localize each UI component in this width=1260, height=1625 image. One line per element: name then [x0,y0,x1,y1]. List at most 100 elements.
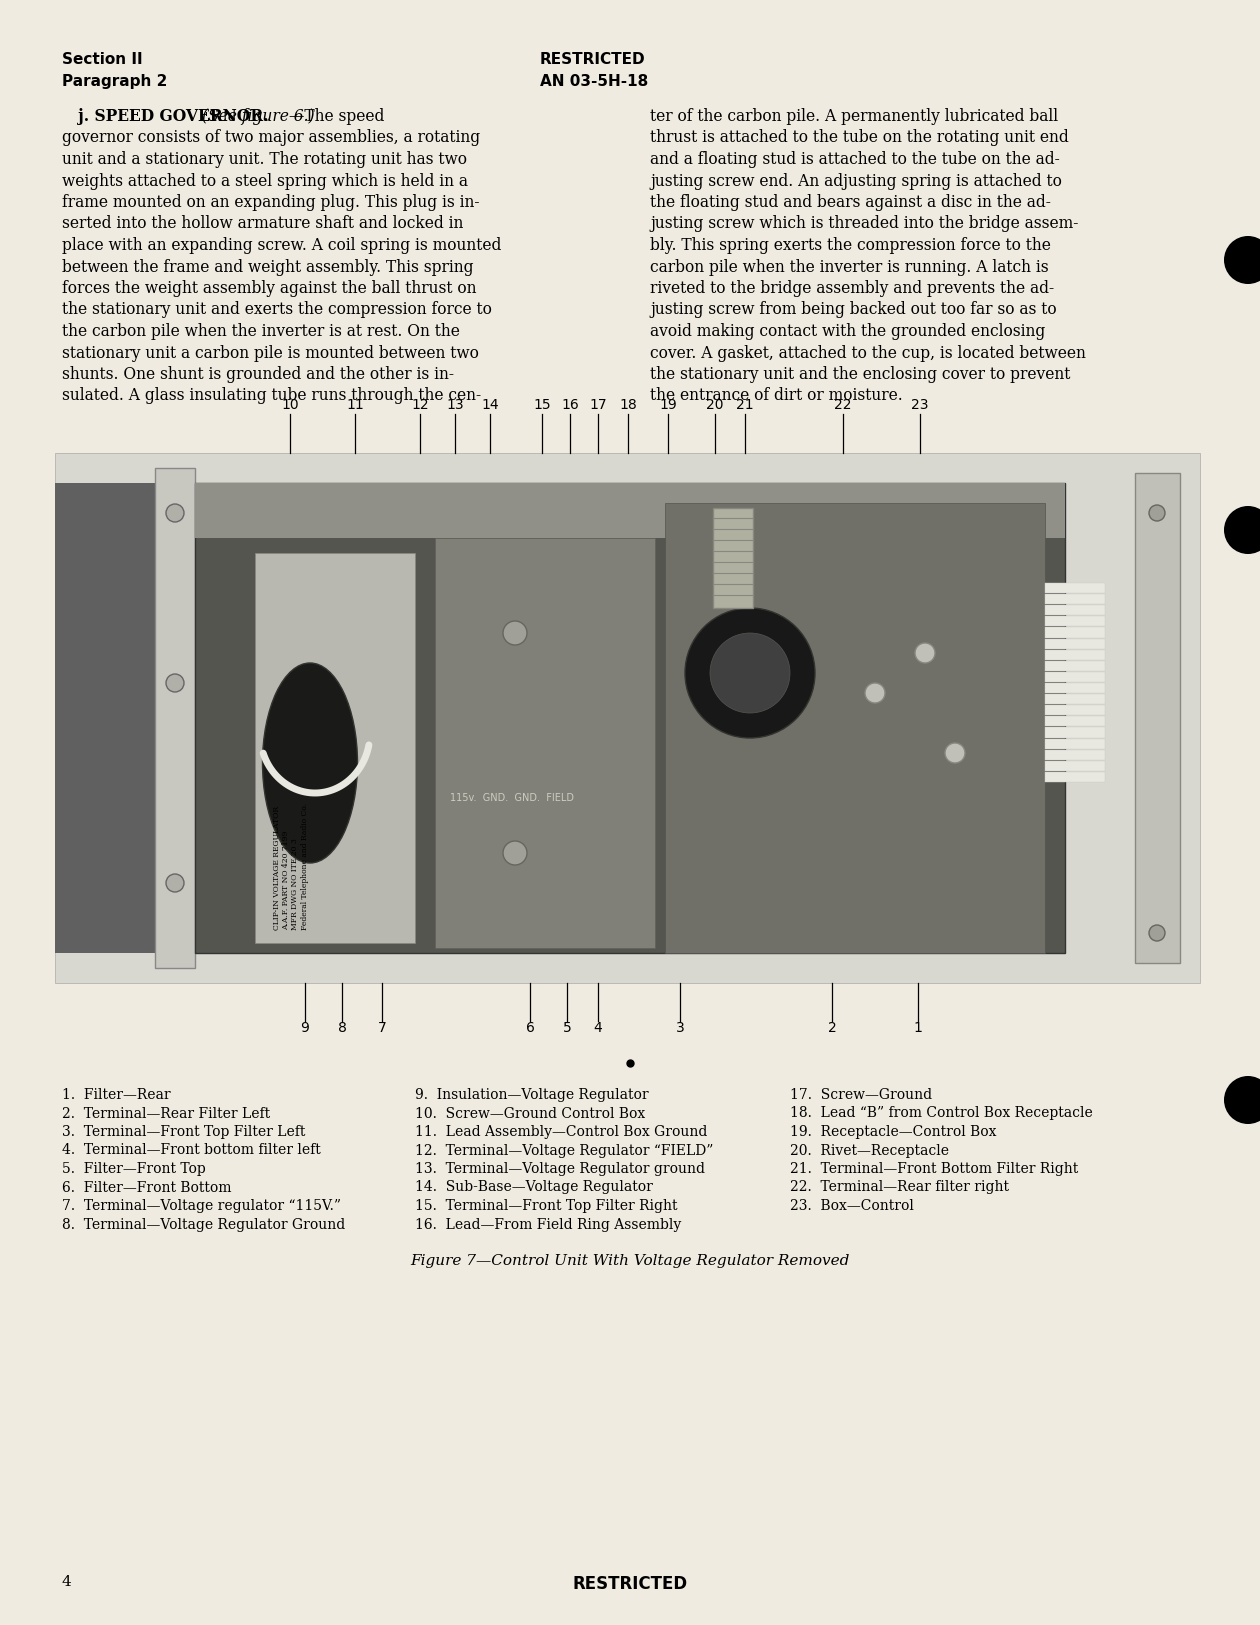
Text: 2: 2 [828,1020,837,1035]
Text: 115v.  GND.  GND.  FIELD: 115v. GND. GND. FIELD [450,793,575,803]
FancyBboxPatch shape [1045,749,1105,760]
Circle shape [1223,505,1260,554]
Text: carbon pile when the inverter is running. A latch is: carbon pile when the inverter is running… [650,258,1048,276]
Text: Paragraph 2: Paragraph 2 [62,75,168,89]
Text: 12.  Terminal—Voltage Regulator “FIELD”: 12. Terminal—Voltage Regulator “FIELD” [415,1144,713,1157]
Text: the stationary unit and the enclosing cover to prevent: the stationary unit and the enclosing co… [650,366,1071,384]
Text: 5: 5 [563,1020,571,1035]
FancyBboxPatch shape [1045,650,1105,660]
Text: RESTRICTED: RESTRICTED [572,1575,688,1592]
Circle shape [709,634,790,713]
FancyBboxPatch shape [1045,616,1105,627]
Text: 9: 9 [301,1020,310,1035]
Text: justing screw end. An adjusting spring is attached to: justing screw end. An adjusting spring i… [650,172,1062,190]
Text: 19: 19 [659,398,677,413]
Text: 23.  Box—Control: 23. Box—Control [790,1199,914,1212]
Circle shape [1149,925,1166,941]
FancyBboxPatch shape [1045,772,1105,782]
FancyBboxPatch shape [1045,760,1105,770]
Text: 16: 16 [561,398,578,413]
Text: the stationary unit and exerts the compression force to: the stationary unit and exerts the compr… [62,302,491,318]
Text: 10: 10 [281,398,299,413]
Text: 12: 12 [411,398,428,413]
Circle shape [1223,1076,1260,1124]
Text: frame mounted on an expanding plug. This plug is in-: frame mounted on an expanding plug. This… [62,193,480,211]
Text: 21.  Terminal—Front Bottom Filter Right: 21. Terminal—Front Bottom Filter Right [790,1162,1079,1176]
FancyBboxPatch shape [55,453,1200,983]
Text: 8: 8 [338,1020,346,1035]
Circle shape [915,644,935,663]
Text: 4: 4 [62,1575,72,1589]
Ellipse shape [262,663,358,863]
Text: AN 03-5H-18: AN 03-5H-18 [541,75,648,89]
FancyBboxPatch shape [1045,627,1105,637]
FancyBboxPatch shape [1045,682,1105,694]
Text: 9.  Insulation—Voltage Regulator: 9. Insulation—Voltage Regulator [415,1089,649,1102]
Circle shape [503,842,527,864]
Text: 6.  Filter—Front Bottom: 6. Filter—Front Bottom [62,1180,232,1194]
FancyBboxPatch shape [255,552,415,942]
Text: avoid making contact with the grounded enclosing: avoid making contact with the grounded e… [650,323,1046,340]
Text: RESTRICTED: RESTRICTED [541,52,645,67]
Text: governor consists of two major assemblies, a rotating: governor consists of two major assemblie… [62,130,480,146]
Text: (See figure 6.): (See figure 6.) [202,107,314,125]
FancyBboxPatch shape [1045,694,1105,704]
Text: place with an expanding screw. A coil spring is mounted: place with an expanding screw. A coil sp… [62,237,501,254]
Text: Section II: Section II [62,52,142,67]
Text: 15: 15 [533,398,551,413]
Text: 4: 4 [593,1020,602,1035]
Text: 1: 1 [914,1020,922,1035]
Text: j. SPEED GOVERNOR.: j. SPEED GOVERNOR. [62,107,273,125]
Text: 16.  Lead—From Field Ring Assembly: 16. Lead—From Field Ring Assembly [415,1217,682,1232]
Text: riveted to the bridge assembly and prevents the ad-: riveted to the bridge assembly and preve… [650,280,1055,297]
Text: 22.  Terminal—Rear filter right: 22. Terminal—Rear filter right [790,1180,1009,1194]
FancyBboxPatch shape [665,504,1045,952]
Text: 5.  Filter—Front Top: 5. Filter—Front Top [62,1162,205,1176]
Text: —The speed: —The speed [289,107,384,125]
Circle shape [166,874,184,892]
Circle shape [1149,505,1166,522]
Text: sulated. A glass insulating tube runs through the cen-: sulated. A glass insulating tube runs th… [62,387,481,405]
Circle shape [166,674,184,692]
FancyBboxPatch shape [1045,604,1105,616]
FancyBboxPatch shape [195,483,1065,952]
FancyBboxPatch shape [1135,473,1181,964]
Text: thrust is attached to the tube on the rotating unit end: thrust is attached to the tube on the ro… [650,130,1068,146]
Text: 11: 11 [346,398,364,413]
FancyBboxPatch shape [1045,728,1105,738]
Text: 19.  Receptacle—Control Box: 19. Receptacle—Control Box [790,1124,997,1139]
Text: 7: 7 [378,1020,387,1035]
FancyBboxPatch shape [195,483,1065,538]
Text: forces the weight assembly against the ball thrust on: forces the weight assembly against the b… [62,280,476,297]
Text: 14: 14 [481,398,499,413]
Text: the floating stud and bears against a disc in the ad-: the floating stud and bears against a di… [650,193,1051,211]
FancyBboxPatch shape [1045,717,1105,726]
FancyBboxPatch shape [713,509,753,608]
Text: 15.  Terminal—Front Top Filter Right: 15. Terminal—Front Top Filter Right [415,1199,678,1212]
Text: 11.  Lead Assembly—Control Box Ground: 11. Lead Assembly—Control Box Ground [415,1124,707,1139]
Text: 8.  Terminal—Voltage Regulator Ground: 8. Terminal—Voltage Regulator Ground [62,1217,345,1232]
Circle shape [945,743,965,764]
Text: 20.  Rivet—Receptacle: 20. Rivet—Receptacle [790,1144,949,1157]
Text: stationary unit a carbon pile is mounted between two: stationary unit a carbon pile is mounted… [62,344,479,361]
Text: ter of the carbon pile. A permanently lubricated ball: ter of the carbon pile. A permanently lu… [650,107,1058,125]
Text: 14.  Sub-Base—Voltage Regulator: 14. Sub-Base—Voltage Regulator [415,1180,653,1194]
Text: 7.  Terminal—Voltage regulator “115V.”: 7. Terminal—Voltage regulator “115V.” [62,1199,341,1212]
Text: 13: 13 [446,398,464,413]
Text: justing screw from being backed out too far so as to: justing screw from being backed out too … [650,302,1057,318]
Text: 1.  Filter—Rear: 1. Filter—Rear [62,1089,170,1102]
Text: 23: 23 [911,398,929,413]
Text: the carbon pile when the inverter is at rest. On the: the carbon pile when the inverter is at … [62,323,460,340]
Text: bly. This spring exerts the compression force to the: bly. This spring exerts the compression … [650,237,1051,254]
Text: weights attached to a steel spring which is held in a: weights attached to a steel spring which… [62,172,467,190]
FancyBboxPatch shape [1045,738,1105,749]
Text: CLIP-IN VOLTAGE REGULATOR
A.A.F. PART NO 420 7199
MFR DWG NO ITE 20 3
Federal Te: CLIP-IN VOLTAGE REGULATOR A.A.F. PART NO… [273,803,309,929]
Text: Figure 7—Control Unit With Voltage Regulator Removed: Figure 7—Control Unit With Voltage Regul… [411,1254,849,1268]
Text: unit and a stationary unit. The rotating unit has two: unit and a stationary unit. The rotating… [62,151,467,167]
Text: 20: 20 [707,398,723,413]
Text: 22: 22 [834,398,852,413]
Text: 18: 18 [619,398,636,413]
FancyBboxPatch shape [155,468,195,968]
Circle shape [866,682,885,704]
FancyBboxPatch shape [435,538,655,947]
